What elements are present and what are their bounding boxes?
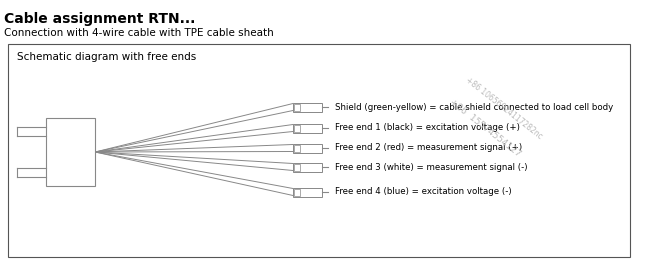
Text: Cable assignment RTN...: Cable assignment RTN... — [4, 12, 195, 26]
Bar — [293, 124, 322, 133]
Text: +86 10656924117282nc: +86 10656924117282nc — [464, 75, 545, 141]
Text: Connection with 4-wire cable with TPE cable sheath: Connection with 4-wire cable with TPE ca… — [4, 28, 274, 38]
Text: Shield (green-yellow) = cable shield connected to load cell body: Shield (green-yellow) = cable shield con… — [335, 103, 613, 112]
Bar — [45, 118, 95, 186]
Bar — [293, 144, 322, 153]
Bar — [294, 124, 300, 132]
Bar — [294, 144, 300, 151]
Bar — [294, 189, 300, 195]
Bar — [293, 103, 322, 112]
Bar — [293, 163, 322, 171]
Text: Free end 2 (red) = measurement signal (+): Free end 2 (red) = measurement signal (+… — [335, 144, 522, 153]
Text: Free end 1 (black) = excitation voltage (+): Free end 1 (black) = excitation voltage … — [335, 124, 520, 133]
Text: Free end 4 (blue) = excitation voltage (-): Free end 4 (blue) = excitation voltage (… — [335, 188, 512, 196]
Text: Schematic diagram with free ends: Schematic diagram with free ends — [17, 52, 197, 62]
Bar — [294, 164, 300, 170]
Text: Free end 3 (white) = measurement signal (-): Free end 3 (white) = measurement signal … — [335, 163, 527, 171]
Bar — [7, 44, 630, 257]
Bar — [294, 104, 300, 110]
Bar — [293, 188, 322, 196]
Text: +86  15574554127: +86 15574554127 — [448, 98, 522, 159]
